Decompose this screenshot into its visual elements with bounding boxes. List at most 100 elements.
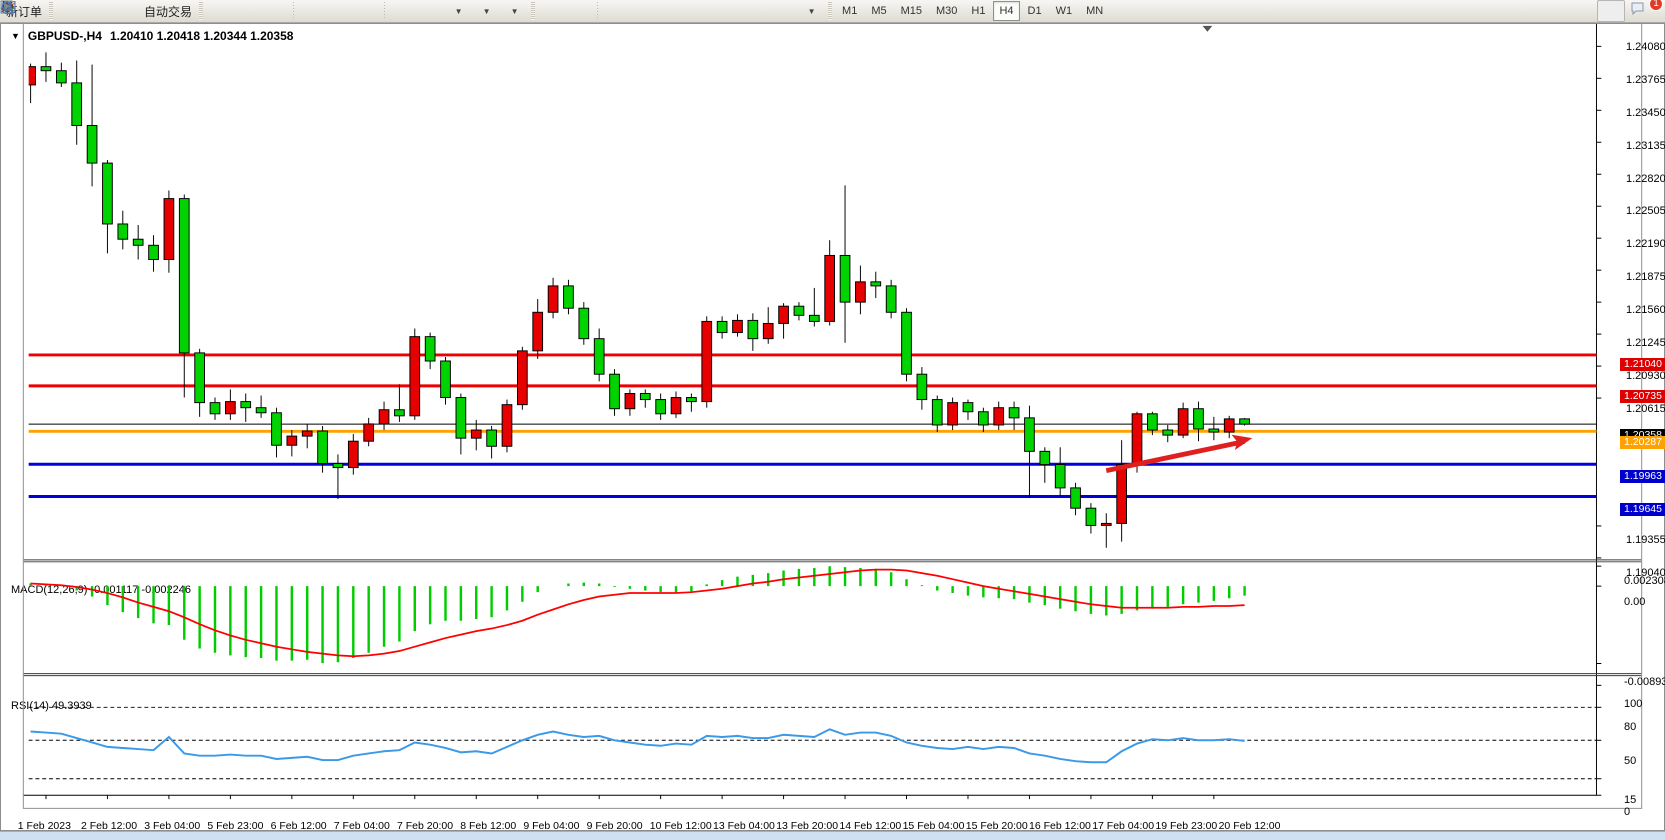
toolbar-separator: [597, 2, 599, 20]
time-axis-label: 1 Feb 2023: [17, 820, 71, 832]
toolbar-grip: [199, 2, 204, 20]
text-label-icon: T: [0, 1, 15, 14]
chart-ohlc-values: 1.20410 1.20418 1.20344 1.20358: [109, 29, 294, 43]
channel-tool-button[interactable]: E: [0, 0, 713, 22]
chart-symbol-period: GBPUSD-,H4: [27, 29, 102, 43]
toolbar-separator: [384, 2, 386, 20]
macd-label: MACD(12,26,9) -0.001117 -0.002246: [11, 584, 191, 596]
price-tick-label: 1.24080: [1626, 41, 1665, 53]
auto-trading-button[interactable]: 自动交易: [1, 0, 196, 22]
annotation-arrow[interactable]: [1105, 434, 1253, 474]
time-axis-label: 16 Feb 12:00: [1029, 820, 1091, 832]
tile-windows-button[interactable]: [1, 0, 381, 22]
time-axis-label: 15 Feb 20:00: [965, 820, 1028, 832]
chart-title: ▼ GBPUSD-,H4 1.20410 1.20418 1.20344 1.2…: [11, 29, 293, 43]
timeframe-h4-button[interactable]: H4: [993, 1, 1020, 21]
price-tick-label: 1.20930: [1626, 369, 1665, 382]
dropdown-arrow-icon: ▼: [807, 6, 816, 16]
rsi-level-lines: [28, 706, 1597, 780]
history-center-button[interactable]: [2, 0, 84, 22]
price-tick-label: 1.22820: [1626, 172, 1665, 185]
add-indicator-button[interactable]: ▼: [0, 0, 472, 22]
periods-button[interactable]: ▼: [0, 0, 500, 22]
timeframe-h1-button[interactable]: H1: [971, 5, 986, 17]
toolbar-grip: [828, 2, 833, 20]
price-tick-label: 1.21875: [1626, 271, 1665, 284]
timeframe-m30-button[interactable]: M30: [936, 5, 958, 17]
signal-button[interactable]: [1, 0, 140, 22]
rsi-axis-label: 80: [1624, 720, 1637, 733]
templates-button[interactable]: ▼: [0, 0, 528, 22]
horizontal-lines[interactable]: [28, 353, 1597, 498]
bar-chart-type-button[interactable]: [2, 0, 234, 22]
price-line-badge: 1.19645: [1620, 503, 1665, 517]
timeframe-mn-button[interactable]: MN: [1086, 5, 1104, 17]
price-line-badge: 1.20287: [1620, 436, 1665, 450]
chart-shift-button[interactable]: [0, 0, 444, 22]
search-icon: [1, 1, 14, 14]
arrows-tool-button[interactable]: ▼: [2, 0, 825, 22]
vertical-line-tool-button[interactable]: [4, 0, 629, 22]
price-chart-canvas[interactable]: [0, 23, 1665, 839]
zoom-out-button[interactable]: [1, 0, 353, 22]
macd-axis-label: 0.002308: [1624, 575, 1665, 588]
svg-text:T: T: [5, 3, 11, 14]
terminal-button[interactable]: [0, 0, 112, 22]
price-line-badge: 1.21040: [1620, 357, 1665, 371]
price-tick-label: 1.21245: [1626, 336, 1665, 349]
macd-signal-line: [30, 568, 1245, 658]
rsi-axis-label: 15: [1624, 794, 1637, 807]
notification-badge: 1: [1649, 0, 1663, 11]
price-tick-label: 1.20615: [1626, 402, 1665, 415]
time-axis-label: 13 Feb 04:00: [713, 820, 775, 832]
price-tick-label: 1.22505: [1626, 205, 1665, 218]
candlestick-type-button[interactable]: [2, 0, 262, 22]
macd-plot: [29, 566, 1246, 664]
toolbar-grip: [531, 2, 536, 20]
auto-scroll-button[interactable]: [1, 0, 416, 22]
timeframe-d1-button[interactable]: D1: [1027, 5, 1042, 17]
time-axis-label: 9 Feb 20:00: [586, 820, 643, 832]
fibonacci-tool-button[interactable]: F: [1, 0, 741, 22]
price-line-badge: 1.19963: [1620, 470, 1665, 484]
zoom-in-button[interactable]: [1, 0, 325, 22]
macd-axis-label: 0.00: [1624, 596, 1646, 608]
time-axis-label: 20 Feb 12:00: [1218, 820, 1281, 832]
search-button[interactable]: [1, 0, 1625, 22]
time-axis-label: 17 Feb 04:00: [1092, 820, 1155, 832]
time-axis-label: 8 Feb 12:00: [460, 820, 517, 832]
cursor-tool-button[interactable]: [3, 0, 566, 22]
trendline-tool-button[interactable]: [1, 0, 685, 22]
time-axis-label: 19 Feb 23:00: [1155, 820, 1218, 832]
crosshair-tool-button[interactable]: [1, 0, 594, 22]
horizontal-line-tool-button[interactable]: [1, 0, 657, 22]
toolbar-separator: [293, 2, 295, 20]
rsi-plot: [30, 728, 1245, 764]
price-tick-label: 1.23765: [1626, 73, 1665, 86]
collapse-triangle-icon[interactable]: ▼: [11, 31, 20, 41]
price-tick-label: 1.21560: [1626, 304, 1665, 316]
text-label-tool-button[interactable]: T: [0, 0, 797, 22]
toolbar-grip: [49, 2, 54, 20]
rsi-axis-label: 0: [1624, 806, 1631, 818]
time-axis-label: 15 Feb 04:00: [902, 820, 965, 832]
time-axis-label: 6 Feb 12:00: [270, 820, 327, 832]
timeframe-m15-button[interactable]: M15: [900, 5, 922, 17]
auto-trading-label: 自动交易: [144, 4, 193, 19]
time-axis-label: 10 Feb 12:00: [649, 820, 712, 832]
dropdown-arrow-icon: ▼: [482, 6, 491, 16]
timeframe-m1-button[interactable]: M1: [842, 5, 858, 17]
notifications-button[interactable]: 1: [1629, 0, 1663, 22]
timeframe-w1-button[interactable]: W1: [1055, 5, 1073, 17]
time-axis-label: 13 Feb 20:00: [776, 820, 839, 832]
dropdown-arrow-icon: ▼: [454, 6, 463, 16]
candles: [28, 52, 1250, 548]
dropdown-arrow-icon: ▼: [510, 6, 519, 16]
timeframe-m5-button[interactable]: M5: [871, 5, 887, 17]
time-axis-label: 14 Feb 12:00: [839, 820, 902, 832]
text-tool-button[interactable]: A: [2, 0, 769, 22]
price-tick-label: 1.19355: [1626, 534, 1665, 547]
line-chart-type-button[interactable]: [0, 0, 290, 22]
chart-shift-marker[interactable]: [1202, 25, 1213, 32]
timeframe-group: M1 M5 M15 M30 H1 H4 D1 W1 MN: [835, 1, 1110, 21]
